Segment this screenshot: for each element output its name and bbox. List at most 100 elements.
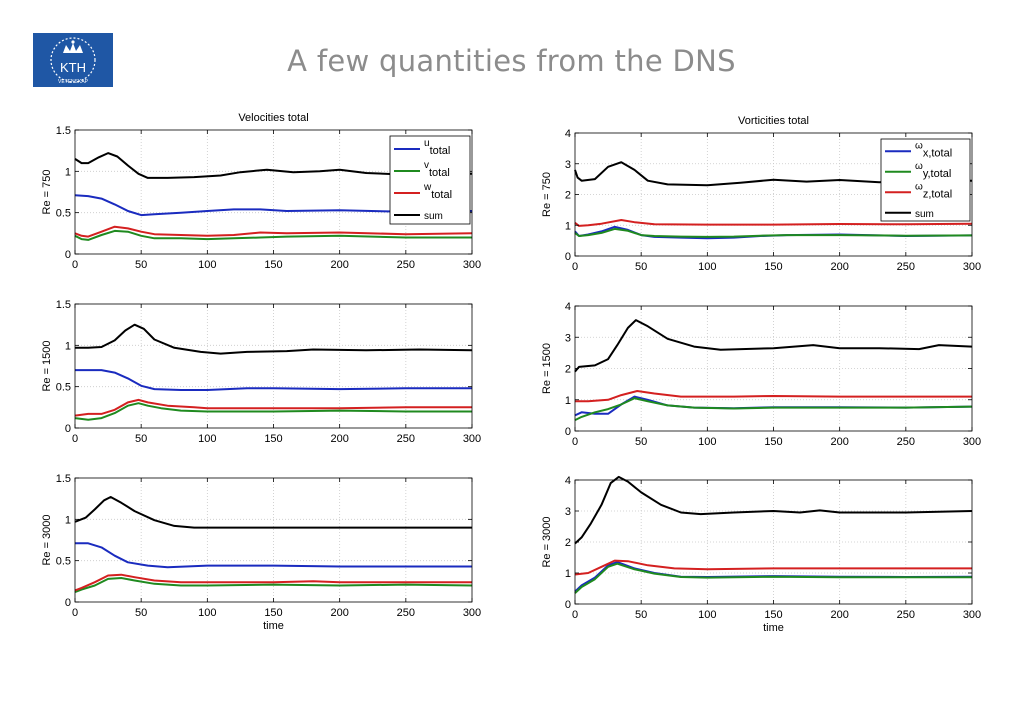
x-tick-label: 50 (135, 433, 147, 445)
series-u-line (75, 369, 472, 391)
y-tick-label: 0 (65, 597, 71, 609)
chart-5: 0 50 100 150 200 250 300 0 0.5 1 1.5 time Re = 3000 (41, 473, 481, 632)
x-tick-label: 100 (198, 433, 216, 445)
y-tick-label: 4 (565, 128, 571, 140)
y-axis-label: Re = 1500 (541, 343, 553, 394)
chart-3: 0 50 100 150 200 250 300 0 0.5 1 1.5 Re = 1500 (41, 299, 481, 445)
legend-label: wtotal (423, 182, 452, 201)
series-v-line (574, 562, 972, 594)
y-tick-label: 3 (565, 506, 571, 518)
y-tick-label: 1 (65, 340, 71, 352)
series-v-line (574, 227, 973, 238)
chart-2: 0 50 100 150 200 250 300 0 1 2 3 4 Vorticities total… (541, 115, 981, 273)
y-tick-label: 1 (65, 166, 71, 178)
x-tick-label: 50 (635, 436, 647, 448)
y-tick-label: 0 (65, 249, 71, 261)
series-sum-line (574, 161, 973, 187)
x-tick-label: 150 (264, 259, 282, 271)
y-tick-label: 1 (565, 568, 571, 580)
x-tick-label: 200 (830, 609, 848, 621)
y-axis-label: Re = 750 (541, 172, 553, 217)
y-tick-label: 2 (565, 190, 571, 202)
x-axis-label: time (763, 622, 784, 634)
x-tick-label: 100 (698, 261, 716, 273)
y-tick-label: 3 (565, 332, 571, 344)
x-tick-label: 0 (572, 436, 578, 448)
x-tick-label: 200 (830, 261, 848, 273)
y-axis-label: Re = 750 (41, 170, 53, 215)
x-tick-label: 150 (264, 433, 282, 445)
series-v-line (74, 402, 472, 421)
x-tick-label: 0 (572, 609, 578, 621)
x-tick-label: 100 (698, 609, 716, 621)
y-axis-label: Re = 3000 (541, 516, 553, 567)
x-tick-label: 200 (330, 433, 348, 445)
x-tick-label: 50 (635, 609, 647, 621)
series-sum-line (574, 319, 973, 373)
series-v-line (574, 397, 973, 421)
logo-text: KTH (60, 60, 86, 75)
x-tick-label: 50 (635, 261, 647, 273)
legend-label: ωz,total (915, 181, 952, 200)
x-tick-label: 200 (830, 436, 848, 448)
x-tick-label: 300 (463, 607, 481, 619)
y-tick-label: 2 (565, 537, 571, 549)
chart-1: 0 50 100 150 200 250 300 0 0.5 1 1.5 Velocities tot… (41, 112, 481, 271)
x-tick-label: 100 (198, 607, 216, 619)
y-tick-label: 1 (565, 395, 571, 407)
legend-label: ωx,total (915, 140, 952, 159)
y-tick-label: 0 (565, 599, 571, 611)
chart-title: Velocities total (238, 112, 308, 124)
y-tick-label: 2 (565, 364, 571, 376)
legend-label: sum (915, 209, 934, 220)
legend-label: vtotal (424, 160, 450, 179)
y-tick-label: 0.5 (56, 208, 71, 220)
x-tick-label: 250 (397, 607, 415, 619)
series-w-line (575, 390, 972, 403)
chart-4: 0 50 100 150 200 250 300 0 1 2 3 4 Re = 1500 (541, 301, 981, 448)
x-tick-label: 50 (135, 607, 147, 619)
x-axis-label: time (263, 620, 284, 632)
x-tick-label: 150 (764, 261, 782, 273)
legend-box (389, 135, 471, 225)
x-tick-label: 250 (897, 609, 915, 621)
y-tick-label: 0 (565, 426, 571, 438)
x-tick-label: 300 (963, 609, 981, 621)
series-sum-line (74, 152, 473, 179)
x-tick-label: 0 (72, 607, 78, 619)
page-title: A few quantities from the DNS (287, 44, 736, 78)
series-w-line (574, 219, 973, 227)
y-tick-label: 4 (565, 301, 571, 313)
series-v-line (74, 577, 473, 594)
y-tick-label: 0 (565, 251, 571, 263)
y-tick-label: 0.5 (56, 382, 71, 394)
kth-crown-icon: KTH VETENSKAP (50, 37, 96, 85)
y-tick-label: 3 (565, 159, 571, 171)
series-v-line (74, 229, 472, 241)
x-tick-label: 200 (330, 607, 348, 619)
y-axis-label: Re = 1500 (41, 340, 53, 391)
x-tick-label: 300 (463, 259, 481, 271)
series-w-line (74, 573, 472, 592)
y-tick-label: 1.5 (56, 125, 71, 137)
series-w-line (74, 225, 473, 238)
x-tick-label: 150 (764, 436, 782, 448)
x-tick-label: 100 (698, 436, 716, 448)
legend: utotal vtotal wtotal sum (389, 135, 471, 225)
y-tick-label: 0.5 (56, 556, 71, 568)
x-tick-label: 50 (135, 259, 147, 271)
series-u-line (74, 194, 473, 217)
x-tick-label: 0 (572, 261, 578, 273)
x-tick-label: 250 (397, 433, 415, 445)
y-tick-label: 1.5 (56, 299, 71, 311)
series-sum-line (574, 475, 973, 545)
x-tick-label: 0 (72, 433, 78, 445)
y-tick-label: 1 (565, 220, 571, 232)
legend-box (880, 138, 971, 222)
x-tick-label: 250 (897, 261, 915, 273)
chart-6: 0 50 100 150 200 250 300 0 1 2 3 4 time Re = 3000 (541, 475, 981, 634)
y-tick-label: 0 (65, 423, 71, 435)
y-axis-label: Re = 3000 (41, 514, 53, 565)
